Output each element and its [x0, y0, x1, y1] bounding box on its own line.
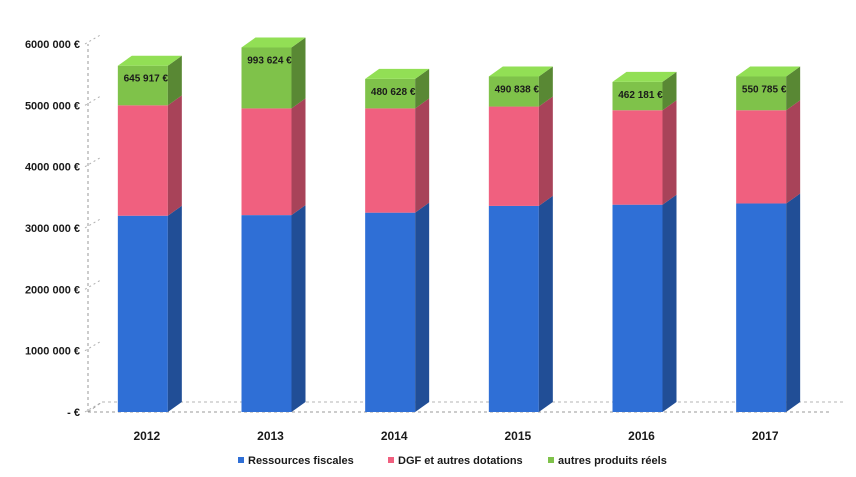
bar-group-2015 — [488, 66, 553, 412]
bar-segment-side — [291, 37, 306, 109]
x-tick-label: 2015 — [504, 429, 531, 443]
legend-label: autres produits réels — [558, 455, 667, 467]
bar-segment-side — [538, 66, 553, 107]
bar-segment — [241, 47, 292, 109]
data-label: 480 628 € — [371, 87, 416, 98]
y-tick-mark — [84, 94, 103, 106]
bars-layer — [117, 37, 801, 412]
bar-segment-side — [786, 100, 801, 204]
bar-segment — [488, 76, 539, 107]
bar-segment-side — [167, 95, 182, 216]
legend-label: DGF et autres dotations — [398, 455, 523, 467]
bar-segment-side — [786, 66, 801, 111]
bar-segment-side — [291, 98, 306, 216]
x-tick-label: 2012 — [133, 429, 160, 443]
bar-segment — [488, 205, 539, 412]
bar-segment-side — [415, 202, 430, 412]
data-label: 550 785 € — [742, 84, 787, 95]
axis-layer: - € 1000 000 € 2000 000 € 3000 000 € 4000 00… — [25, 33, 844, 443]
y-tick-label: 2000 000 € — [25, 284, 80, 296]
data-label: 645 917 € — [124, 74, 169, 85]
data-label: 462 181 € — [618, 90, 663, 101]
bar-group-2014 — [365, 68, 430, 412]
y-tick-mark — [84, 217, 103, 229]
bar-segment-side — [538, 195, 553, 412]
bar-segment-side — [167, 55, 182, 106]
data-label: 993 624 € — [247, 55, 292, 66]
bar-segment-side — [167, 205, 182, 412]
legend-label: Ressources fiscales — [248, 455, 354, 467]
bar-group-2013 — [241, 37, 306, 412]
bar-segment — [736, 110, 787, 204]
y-tick-label: 4000 000 € — [25, 162, 80, 174]
x-tick-label: 2016 — [628, 429, 655, 443]
y-tick-label: 6000 000 € — [25, 39, 80, 51]
legend-swatch — [388, 457, 394, 463]
axis-corner-line — [87, 401, 103, 413]
bar-top-face — [241, 37, 306, 48]
x-tick-label: 2013 — [257, 429, 284, 443]
bar-segment — [365, 108, 416, 213]
y-tick-mark — [84, 156, 103, 168]
bar-segment — [241, 108, 292, 216]
x-tick-label: 2014 — [381, 429, 408, 443]
bar-segment — [612, 204, 663, 412]
bar-segment — [117, 105, 168, 216]
legend-item: autres produits réels — [548, 455, 667, 467]
bar-segment — [736, 76, 787, 111]
legend: Ressources fiscales DGF et autres dotatio… — [238, 455, 667, 467]
bar-top-face — [117, 55, 182, 66]
bar-segment — [117, 65, 168, 106]
bar-segment-side — [538, 96, 553, 206]
bar-segment-side — [662, 194, 677, 412]
bar-segment-side — [415, 98, 430, 213]
bar-segment-side — [291, 205, 306, 412]
y-tick-label: 1000 000 € — [25, 346, 80, 358]
bar-top-face — [365, 68, 430, 79]
bar-top-face — [736, 66, 801, 77]
bar-segment-side — [786, 193, 801, 412]
y-tick-mark — [84, 33, 103, 45]
bar-segment — [365, 212, 416, 412]
bar-segment — [612, 110, 663, 205]
data-labels-layer: 645 917 € 993 624 € 480 628 € 490 838 € 462 … — [124, 55, 787, 100]
y-tick-label: 3000 000 € — [25, 223, 80, 235]
bar-top-face — [612, 71, 677, 82]
legend-swatch — [238, 457, 244, 463]
data-label: 490 838 € — [495, 84, 540, 95]
bar-group-2017 — [736, 66, 801, 412]
bar-top-face — [488, 66, 553, 77]
bar-segment-side — [415, 68, 430, 109]
y-tick-mark — [84, 401, 103, 413]
bar-segment-side — [662, 71, 677, 111]
y-tick-mark — [84, 340, 103, 352]
legend-item: DGF et autres dotations — [388, 455, 523, 467]
legend-item: Ressources fiscales — [238, 455, 354, 467]
bar-group-2016 — [612, 71, 677, 412]
bar-segment — [488, 106, 539, 206]
y-tick-label: 5000 000 € — [25, 100, 80, 112]
bar-segment-side — [662, 100, 677, 205]
y-tick-label: - € — [67, 407, 80, 419]
bar-segment — [241, 215, 292, 412]
bar-segment — [736, 203, 787, 412]
bar-group-2012 — [117, 55, 182, 412]
bar-segment — [365, 78, 416, 109]
y-tick-mark — [84, 278, 103, 290]
bar-segment — [117, 215, 168, 412]
x-tick-label: 2017 — [752, 429, 779, 443]
bar-segment — [612, 81, 663, 111]
legend-swatch — [548, 457, 554, 463]
